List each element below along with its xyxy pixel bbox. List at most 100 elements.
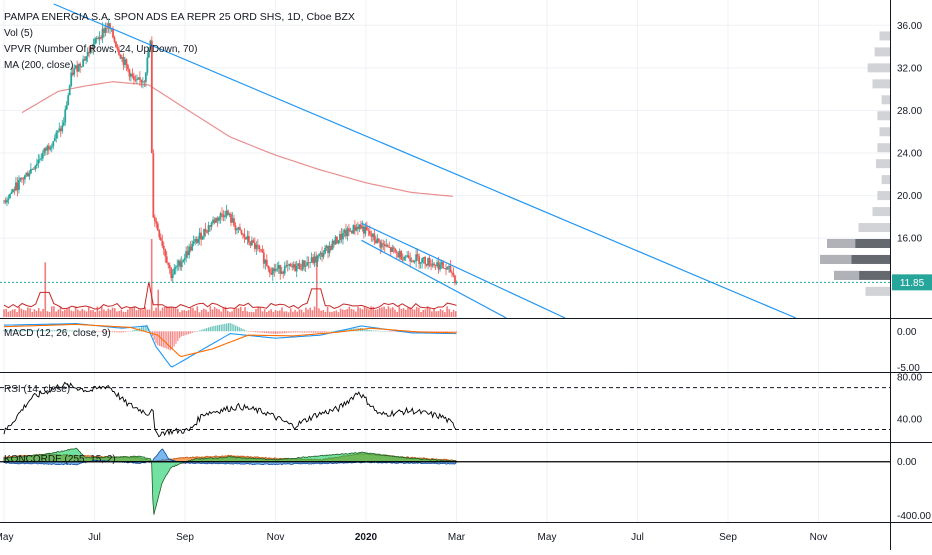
candle-body [292, 264, 295, 268]
volume-bar [318, 308, 320, 317]
candle-body [358, 224, 361, 230]
candle-body [230, 213, 232, 223]
candle-body [400, 251, 403, 260]
macd-histogram-bar [198, 330, 201, 332]
volume-ma-line [3, 281, 457, 310]
macd-histogram-bar [188, 331, 190, 335]
macd-histogram-bar [367, 329, 369, 332]
candle-body [26, 172, 29, 177]
macd-histogram-bar [240, 328, 242, 332]
candle-body [394, 248, 397, 252]
macd-histogram-bar [392, 331, 394, 332]
koncorde-pane[interactable] [0, 447, 890, 515]
volume-bar [398, 306, 401, 317]
volume-bar [342, 309, 344, 317]
rsi-label[interactable]: RSI (14, close) [4, 384, 70, 395]
macd-histogram-bar [101, 331, 103, 332]
volume-bar [148, 309, 151, 317]
volume-bar [124, 312, 127, 317]
macd-histogram-bar [454, 331, 456, 333]
candle-body [422, 257, 425, 259]
volume-bar [127, 309, 129, 317]
volume-bar [57, 309, 60, 317]
macd-histogram-bar [99, 331, 101, 332]
volume-bar [444, 312, 446, 317]
candle-body [31, 168, 34, 170]
volume-bar [387, 306, 390, 317]
indicator-vpvr-label[interactable]: VPVR (Number Of Rows, 24, Up/Down, 70) [4, 44, 197, 55]
macd-histogram-bar [52, 330, 54, 332]
time-tick-label: Jul [88, 532, 101, 543]
macd-histogram-bar [283, 331, 286, 334]
volume-bar [90, 310, 92, 317]
macd-histogram-bar [434, 331, 436, 333]
volume-bar [170, 306, 173, 317]
indicator-ma-label[interactable]: MA (200, close) [4, 60, 73, 71]
volume-bar [441, 310, 444, 317]
macd-histogram-bar [5, 329, 7, 332]
macd-histogram-bar [8, 329, 11, 332]
candle-body [234, 225, 237, 231]
candle-body [203, 228, 205, 237]
candle-body [224, 216, 226, 218]
volume-bar [111, 307, 114, 317]
macd-pane[interactable] [3, 322, 458, 368]
candle-body [127, 65, 129, 70]
volume-bar [203, 308, 205, 317]
candle-body [35, 163, 38, 166]
candle-body [97, 38, 99, 39]
volume-bar [270, 309, 272, 317]
candle-body [285, 265, 288, 267]
price-pane[interactable] [0, 3, 890, 319]
candle-body [122, 56, 125, 65]
macd-histogram-bar [66, 330, 68, 332]
candle-body [25, 172, 28, 176]
volume-bar [433, 308, 435, 317]
macd-histogram-bar [92, 331, 94, 332]
macd-histogram-bar [381, 330, 383, 332]
macd-label[interactable]: MACD (12, 26, close, 9) [4, 328, 111, 339]
volume-bar [40, 311, 42, 317]
volume-bar [339, 308, 342, 317]
macd-histogram-bar [302, 331, 304, 333]
indicator-vol-label[interactable]: Vol (5) [4, 28, 33, 39]
candle-body [313, 256, 316, 264]
macd-histogram-bar [365, 329, 367, 332]
time-tick-label: 2020 [355, 532, 378, 543]
macd-histogram-bar [119, 331, 121, 333]
macd-histogram-bar [171, 331, 173, 350]
volume-bar [296, 311, 299, 317]
candle-body [267, 266, 270, 269]
candle-body [194, 239, 197, 242]
time-tick-label: Sep [719, 532, 737, 543]
candle-body [215, 218, 217, 223]
candle-body [352, 225, 355, 234]
candle-body [162, 245, 165, 250]
candle-body [297, 263, 300, 267]
candle-body [264, 259, 267, 264]
candle-body [421, 258, 424, 263]
candle-body [409, 258, 412, 262]
candle-body [153, 217, 156, 222]
candle-body [380, 243, 383, 248]
time-tick-label: Nov [810, 532, 828, 543]
macd-histogram-bar [16, 329, 18, 332]
candle-body [62, 122, 65, 126]
macd-histogram-bar [112, 331, 114, 333]
candle-body [418, 256, 421, 264]
candle-body [324, 247, 326, 254]
macd-histogram-bar [30, 330, 32, 332]
grid-lines [0, 0, 890, 522]
macd-histogram-bar [90, 331, 92, 332]
candle-body [427, 257, 429, 266]
volume-bar [122, 311, 125, 317]
candle-body [67, 95, 70, 106]
koncorde-label[interactable]: KONCORDE (255, 15, 2) [4, 454, 116, 465]
volume-bar [161, 307, 164, 317]
macd-histogram-bar [19, 329, 21, 332]
rsi-pane[interactable] [0, 381, 890, 438]
last-price-tag [892, 274, 932, 291]
candle-body [407, 255, 410, 259]
